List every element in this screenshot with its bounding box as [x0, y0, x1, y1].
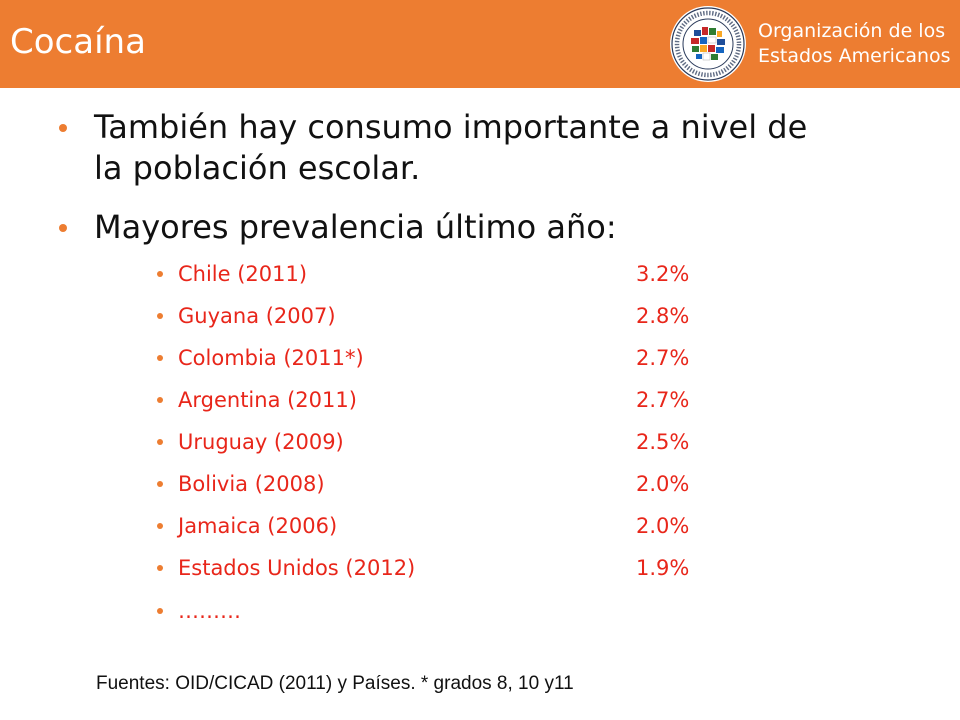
prevalence-value: 2.5% — [636, 430, 690, 454]
list-item: Colombia (2011*) 2.7% — [0, 342, 960, 382]
country-label: Argentina (2011) — [178, 388, 357, 412]
prevalence-value: 2.7% — [636, 388, 690, 412]
country-label: Chile (2011) — [178, 262, 308, 286]
list-item: Uruguay (2009) 2.5% — [0, 426, 960, 466]
bullet-icon — [157, 355, 163, 361]
list-item: Guyana (2007) 2.8% — [0, 300, 960, 340]
bullet-text-line: También hay consumo importante a nivel d… — [94, 108, 808, 146]
list-item: ……… — [0, 595, 960, 635]
bullet-icon — [59, 124, 67, 132]
country-label: Uruguay (2009) — [178, 430, 344, 454]
prevalence-value: 1.9% — [636, 556, 690, 580]
bullet-text-line: la población escolar. — [94, 149, 421, 187]
country-label: Estados Unidos (2012) — [178, 556, 416, 580]
organization-name-line1: Organización de los — [758, 20, 946, 42]
list-item: Chile (2011) 3.2% — [0, 258, 960, 298]
bullet-text-line: Mayores prevalencia último año: — [94, 208, 617, 246]
country-label: Bolivia (2008) — [178, 472, 325, 496]
oas-seal-logo — [670, 6, 746, 82]
sources-footnote: Fuentes: OID/CICAD (2011) y Países. * gr… — [96, 673, 574, 694]
bullet-icon — [157, 565, 163, 571]
prevalence-value: 2.0% — [636, 472, 690, 496]
prevalence-value: 2.7% — [636, 346, 690, 370]
header-bar: Cocaína Organización de los Estados Amer… — [0, 0, 960, 88]
list-item: Argentina (2011) 2.7% — [0, 384, 960, 424]
bullet-icon — [157, 523, 163, 529]
prevalence-value: 2.0% — [636, 514, 690, 538]
ellipsis-label: ……… — [178, 599, 241, 623]
bullet-icon — [157, 439, 163, 445]
list-item: Bolivia (2008) 2.0% — [0, 468, 960, 508]
country-label: Jamaica (2006) — [178, 514, 338, 538]
list-item: Jamaica (2006) 2.0% — [0, 510, 960, 550]
slide-title: Cocaína — [10, 22, 146, 62]
bullet-icon — [59, 224, 67, 232]
bullet-icon — [157, 608, 163, 614]
prevalence-value: 2.8% — [636, 304, 690, 328]
list-item: Estados Unidos (2012) 1.9% — [0, 552, 960, 592]
bullet-icon — [157, 481, 163, 487]
bullet-icon — [157, 397, 163, 403]
prevalence-value: 3.2% — [636, 262, 690, 286]
bullet-icon — [157, 271, 163, 277]
bullet-icon — [157, 313, 163, 319]
country-label: Guyana (2007) — [178, 304, 336, 328]
organization-name: Organización de los Estados Americanos — [758, 19, 958, 69]
country-label: Colombia (2011*) — [178, 346, 364, 370]
organization-name-line2: Estados Americanos — [758, 45, 951, 67]
